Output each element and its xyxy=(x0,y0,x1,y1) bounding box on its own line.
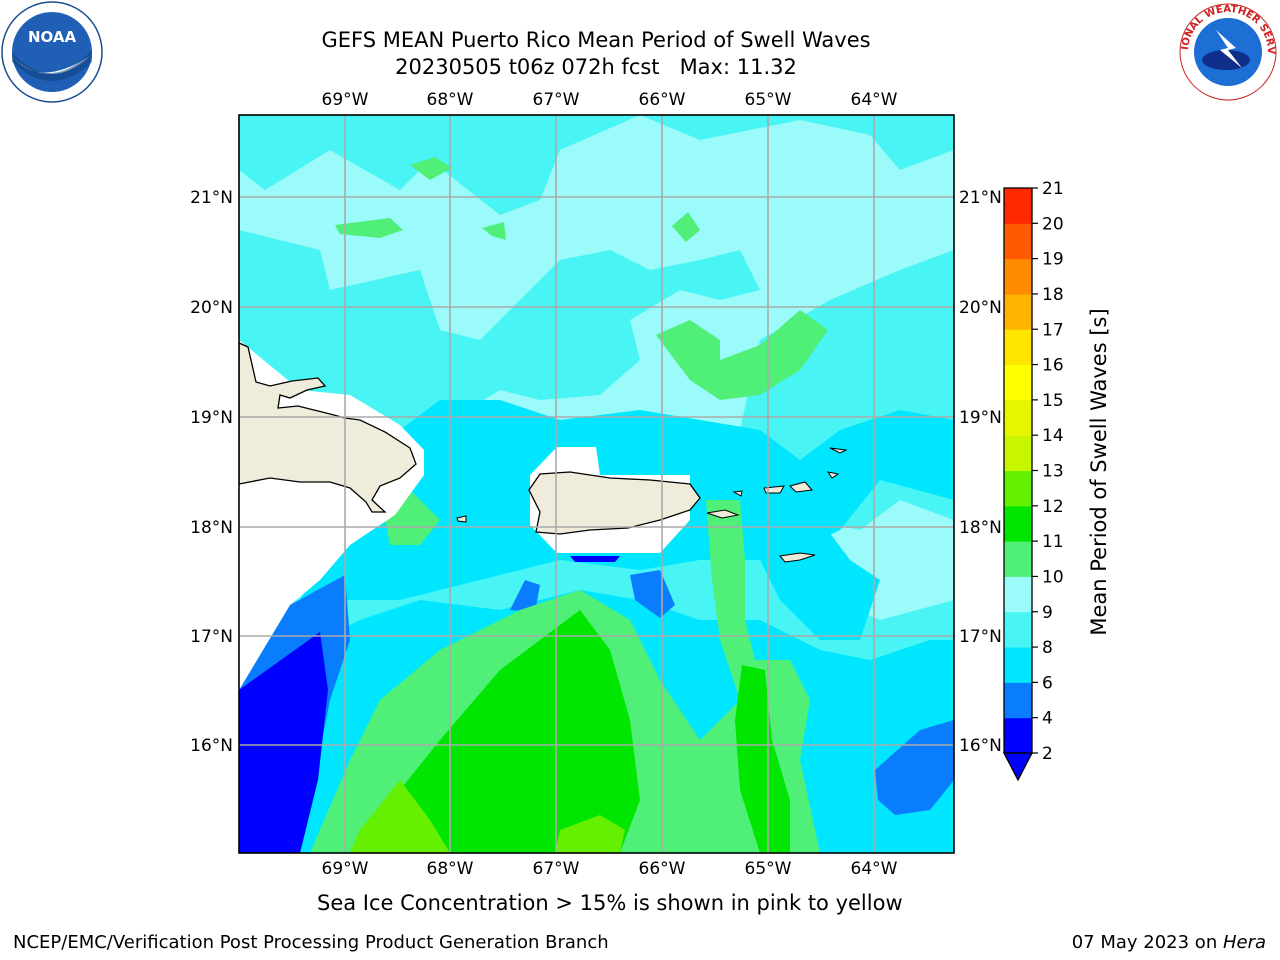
lat-label-right-16n: 16°N xyxy=(959,736,1002,756)
colorbar-tick-label: 10 xyxy=(1042,567,1064,587)
colorbar-segment xyxy=(1004,682,1032,719)
mona-island xyxy=(456,515,467,523)
swell-10-11-south xyxy=(380,610,640,853)
swell-2-4-east xyxy=(875,720,954,815)
colorbar-segment xyxy=(1004,435,1032,471)
swell-2-4-center xyxy=(630,570,675,618)
colorbar-tick-label: 17 xyxy=(1042,320,1064,340)
swell-9-10-east-arm xyxy=(706,500,760,700)
map-area xyxy=(239,115,954,853)
noaa-logo-text: NOAA xyxy=(28,28,77,46)
colorbar-tick-label: 16 xyxy=(1042,356,1064,376)
lat-label-left-18n: 18°N xyxy=(190,518,233,538)
footer-credit: NCEP/EMC/Verification Post Processing Pr… xyxy=(13,932,609,953)
colorbar-ticks: 2 4 6 8 9 10 11 12 13 14 15 16 17 18 19 20 21 xyxy=(1032,179,1064,764)
colorbar-tick-label: 8 xyxy=(1042,638,1053,658)
colorbar-segment xyxy=(1004,188,1032,224)
swell-9-10-patch4 xyxy=(482,222,506,240)
lon-label-bottom-67w: 67°W xyxy=(533,859,580,879)
lat-label-left-16n: 16°N xyxy=(190,736,233,756)
colorbar-tick-label: 19 xyxy=(1042,250,1064,270)
lat-label-left-17n: 17°N xyxy=(190,627,233,647)
lon-label-top-67w: 67°W xyxy=(533,90,580,110)
colorbar-tick-label: 11 xyxy=(1042,532,1064,552)
colorbar-tick-label: 6 xyxy=(1042,673,1053,693)
colorbar-segments xyxy=(1004,188,1032,754)
lon-label-bottom-64w: 64°W xyxy=(851,859,898,879)
swell-4-6-mid xyxy=(760,500,880,640)
lon-label-top-69w: 69°W xyxy=(322,90,369,110)
colorbar-segment xyxy=(1004,505,1032,542)
swell-9-10-patch2 xyxy=(410,157,452,180)
lon-label-top-65w: 65°W xyxy=(745,90,792,110)
st-croix-island xyxy=(779,552,816,563)
lat-label-right-20n: 20°N xyxy=(959,298,1002,318)
map-frame xyxy=(238,114,955,854)
sea-ice-note: Sea Ice Concentration > 15% is shown in … xyxy=(317,891,903,915)
footer-date-text: 07 May 2023 on xyxy=(1071,932,1223,953)
lon-label-bottom-68w: 68°W xyxy=(427,859,474,879)
colorbar-segment xyxy=(1004,329,1032,366)
colorbar-tick-label: 20 xyxy=(1042,214,1064,234)
lat-label-right-17n: 17°N xyxy=(959,627,1002,647)
vieques-island xyxy=(706,509,740,519)
graticule xyxy=(239,115,954,853)
lat-label-left-21n: 21°N xyxy=(190,188,233,208)
lon-label-bottom-66w: 66°W xyxy=(639,859,686,879)
lat-label-right-21n: 21°N xyxy=(959,188,1002,208)
lon-label-top-66w: 66°W xyxy=(639,90,686,110)
colorbar-tick-label: 15 xyxy=(1042,391,1064,411)
colorbar-tick-label: 21 xyxy=(1042,179,1064,199)
colorbar-tick-label: 9 xyxy=(1042,603,1053,623)
swell-11-12-patch2 xyxy=(555,815,625,853)
title-line-2: 20230505 t06z 072h fcst Max: 11.32 xyxy=(395,55,797,79)
colorbar-segment xyxy=(1004,717,1032,754)
colorbar-segment xyxy=(1004,293,1032,330)
swell-under-2-coast xyxy=(570,556,620,562)
colorbar-extend-arrow xyxy=(1002,752,1034,782)
swell-under-2-west xyxy=(239,632,328,853)
hispaniola-land xyxy=(239,342,417,513)
puerto-rico-land xyxy=(528,471,701,535)
colorbar-segment xyxy=(1004,647,1032,683)
swell-2-4-patch xyxy=(510,580,540,612)
swell-11-12-patch xyxy=(350,780,450,853)
footer-machine: Hera xyxy=(1222,932,1266,953)
lat-label-left-19n: 19°N xyxy=(190,408,233,428)
virgin-islands xyxy=(732,447,848,497)
lat-label-right-18n: 18°N xyxy=(959,518,1002,538)
colorbar-segment xyxy=(1004,258,1032,295)
colorbar-tick-label: 12 xyxy=(1042,497,1064,517)
swell-9-10-patch3 xyxy=(335,218,403,238)
colorbar-tick-label: 13 xyxy=(1042,462,1064,482)
colorbar-segment xyxy=(1004,576,1032,613)
lat-label-left-20n: 20°N xyxy=(190,298,233,318)
lon-label-top-64w: 64°W xyxy=(851,90,898,110)
colorbar-tick-label: 2 xyxy=(1042,744,1053,764)
colorbar-segment xyxy=(1004,223,1032,260)
colorbar-segment xyxy=(1004,541,1032,577)
colorbar-tick-label: 4 xyxy=(1042,709,1053,729)
colorbar-label: Mean Period of Swell Waves [s] xyxy=(1087,308,1111,635)
colorbar-segment xyxy=(1004,611,1032,648)
colorbar-segment xyxy=(1004,399,1032,436)
noaa-logo: NOAA xyxy=(1,1,103,103)
colorbar-tick-label: 18 xyxy=(1042,285,1064,305)
swell-10-11-east xyxy=(735,665,790,853)
lon-label-bottom-69w: 69°W xyxy=(322,859,369,879)
lon-label-bottom-65w: 65°W xyxy=(745,859,792,879)
lat-label-right-19n: 19°N xyxy=(959,408,1002,428)
lon-label-top-68w: 68°W xyxy=(427,90,474,110)
footer-date: 07 May 2023 on Hera xyxy=(1072,932,1266,953)
colorbar-segment xyxy=(1004,364,1032,401)
nws-logo: NATIONAL WEATHER SERVICE xyxy=(1176,0,1277,101)
swell-6-8-north xyxy=(239,115,954,215)
title-line-1: GEFS MEAN Puerto Rico Mean Period of Swe… xyxy=(321,28,871,52)
swell-9-10-patch5 xyxy=(672,212,700,242)
colorbar-tick-label: 14 xyxy=(1042,426,1064,446)
colorbar-segment xyxy=(1004,470,1032,507)
swell-9-10-arc xyxy=(656,310,828,400)
swell-6-8-west xyxy=(239,230,760,450)
